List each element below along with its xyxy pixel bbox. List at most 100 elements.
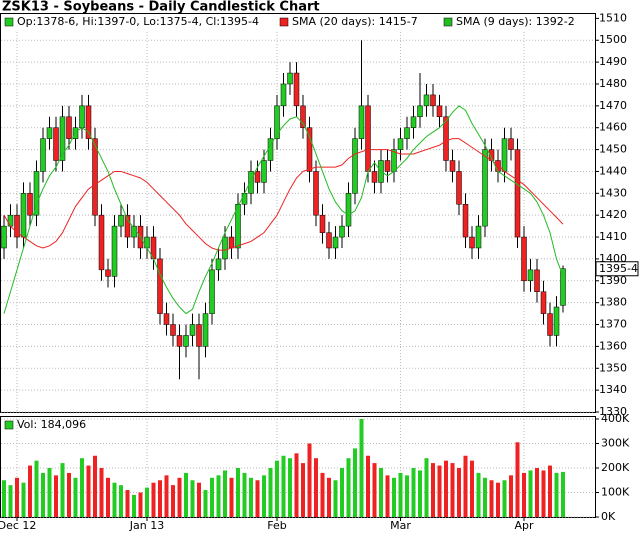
volume-bar [28, 465, 32, 517]
volume-bar [424, 458, 429, 517]
volume-bar [60, 463, 65, 517]
y-tick-label: 1430 [599, 186, 627, 199]
y-tick-label: 1340 [599, 383, 627, 396]
legend-swatch [4, 420, 14, 430]
volume-bar [522, 472, 526, 517]
last-price-label: 1395-4 [599, 262, 638, 275]
y-tick-label: 1390 [599, 274, 627, 287]
candle-body [443, 116, 449, 161]
candle-body [241, 193, 248, 205]
candle-body [352, 138, 358, 194]
volume-bar [489, 480, 494, 517]
volume-bar [340, 468, 344, 517]
volume-bar [119, 485, 123, 517]
candle-body [202, 313, 209, 347]
volume-bar [132, 494, 136, 517]
volume-bar [320, 472, 325, 517]
candle-body [345, 193, 352, 227]
y-tick-label: 100K [601, 486, 630, 499]
volume-bar [47, 468, 52, 517]
candle-body [365, 105, 371, 172]
candle-body [7, 214, 14, 227]
volume-bar [106, 477, 110, 517]
candle-body [46, 127, 53, 139]
candle-body [553, 306, 560, 336]
volume-bar [21, 482, 26, 517]
x-tick-label: Jan 13 [129, 519, 164, 532]
candle-body [209, 269, 215, 314]
volume-bar [554, 472, 559, 517]
volume-bar [528, 470, 533, 517]
volume-bar [288, 458, 292, 517]
candle-body [98, 214, 105, 271]
y-tick-label: 1470 [599, 99, 627, 112]
volume-bar [405, 475, 409, 517]
candle-body [14, 214, 20, 238]
candle-body [501, 138, 508, 172]
y-tick-label: 1510 [599, 11, 627, 24]
volume-label: Vol: 184,096 [17, 418, 86, 431]
candle-body [59, 116, 66, 161]
candle-body [449, 160, 456, 172]
y-tick-label: 1380 [599, 296, 627, 309]
volume-bar [112, 482, 117, 517]
candle-body [371, 171, 378, 183]
volume-bar [470, 460, 474, 517]
candle-body [469, 236, 475, 249]
candle-body [430, 94, 436, 107]
candle-body [40, 138, 46, 172]
candle-body [521, 236, 527, 282]
y-tick-label: 1360 [599, 339, 627, 352]
volume-bar [496, 482, 500, 517]
volume-bar [385, 475, 390, 517]
volume-bar [93, 455, 97, 517]
y-tick-label: 1500 [599, 33, 627, 46]
volume-bar [294, 453, 299, 517]
candle-body [404, 127, 410, 139]
candle-body [293, 72, 300, 107]
volume-bar [411, 468, 416, 517]
candle-body [254, 171, 261, 183]
candle-body [176, 335, 183, 347]
candle-body [456, 171, 462, 205]
volume-bar [333, 480, 338, 517]
volume-bar [392, 477, 396, 517]
volume-bar [210, 477, 214, 517]
candle-body [423, 94, 430, 107]
candle-body [66, 116, 72, 139]
volume-bar [535, 468, 539, 517]
legend-entry: SMA (20 days): 1415-7 [292, 15, 418, 28]
candle-body [85, 105, 92, 139]
candle-body [339, 225, 345, 238]
candle-body [170, 324, 176, 336]
candle-body [540, 291, 547, 314]
y-tick-label: 1480 [599, 77, 627, 90]
volume-bar [249, 477, 253, 517]
y-tick-label: 1490 [599, 55, 627, 68]
candle-body [27, 193, 33, 216]
candle-body [157, 258, 163, 314]
volume-bar [314, 458, 318, 517]
candle-body [306, 127, 313, 172]
volume-bar [8, 485, 13, 517]
volume-bar [73, 477, 78, 517]
candle-body [436, 105, 443, 118]
candle-body [1, 225, 7, 249]
candle-body [228, 236, 235, 249]
legend-swatch [279, 17, 289, 27]
candle-body [111, 225, 118, 277]
candle-body [287, 72, 293, 85]
candle-body [124, 214, 131, 238]
volume-bar [34, 460, 39, 517]
volume-bar [171, 485, 175, 517]
volume-bar [229, 477, 234, 517]
volume-bar [184, 472, 188, 517]
candle-body [261, 160, 267, 183]
candle-body [183, 335, 189, 347]
volume-bar [457, 468, 461, 517]
y-tick-label: 1370 [599, 318, 627, 331]
candle-body [313, 171, 319, 216]
volume-bar [236, 468, 240, 517]
volume-bar [476, 472, 481, 517]
candle-body [397, 138, 404, 150]
